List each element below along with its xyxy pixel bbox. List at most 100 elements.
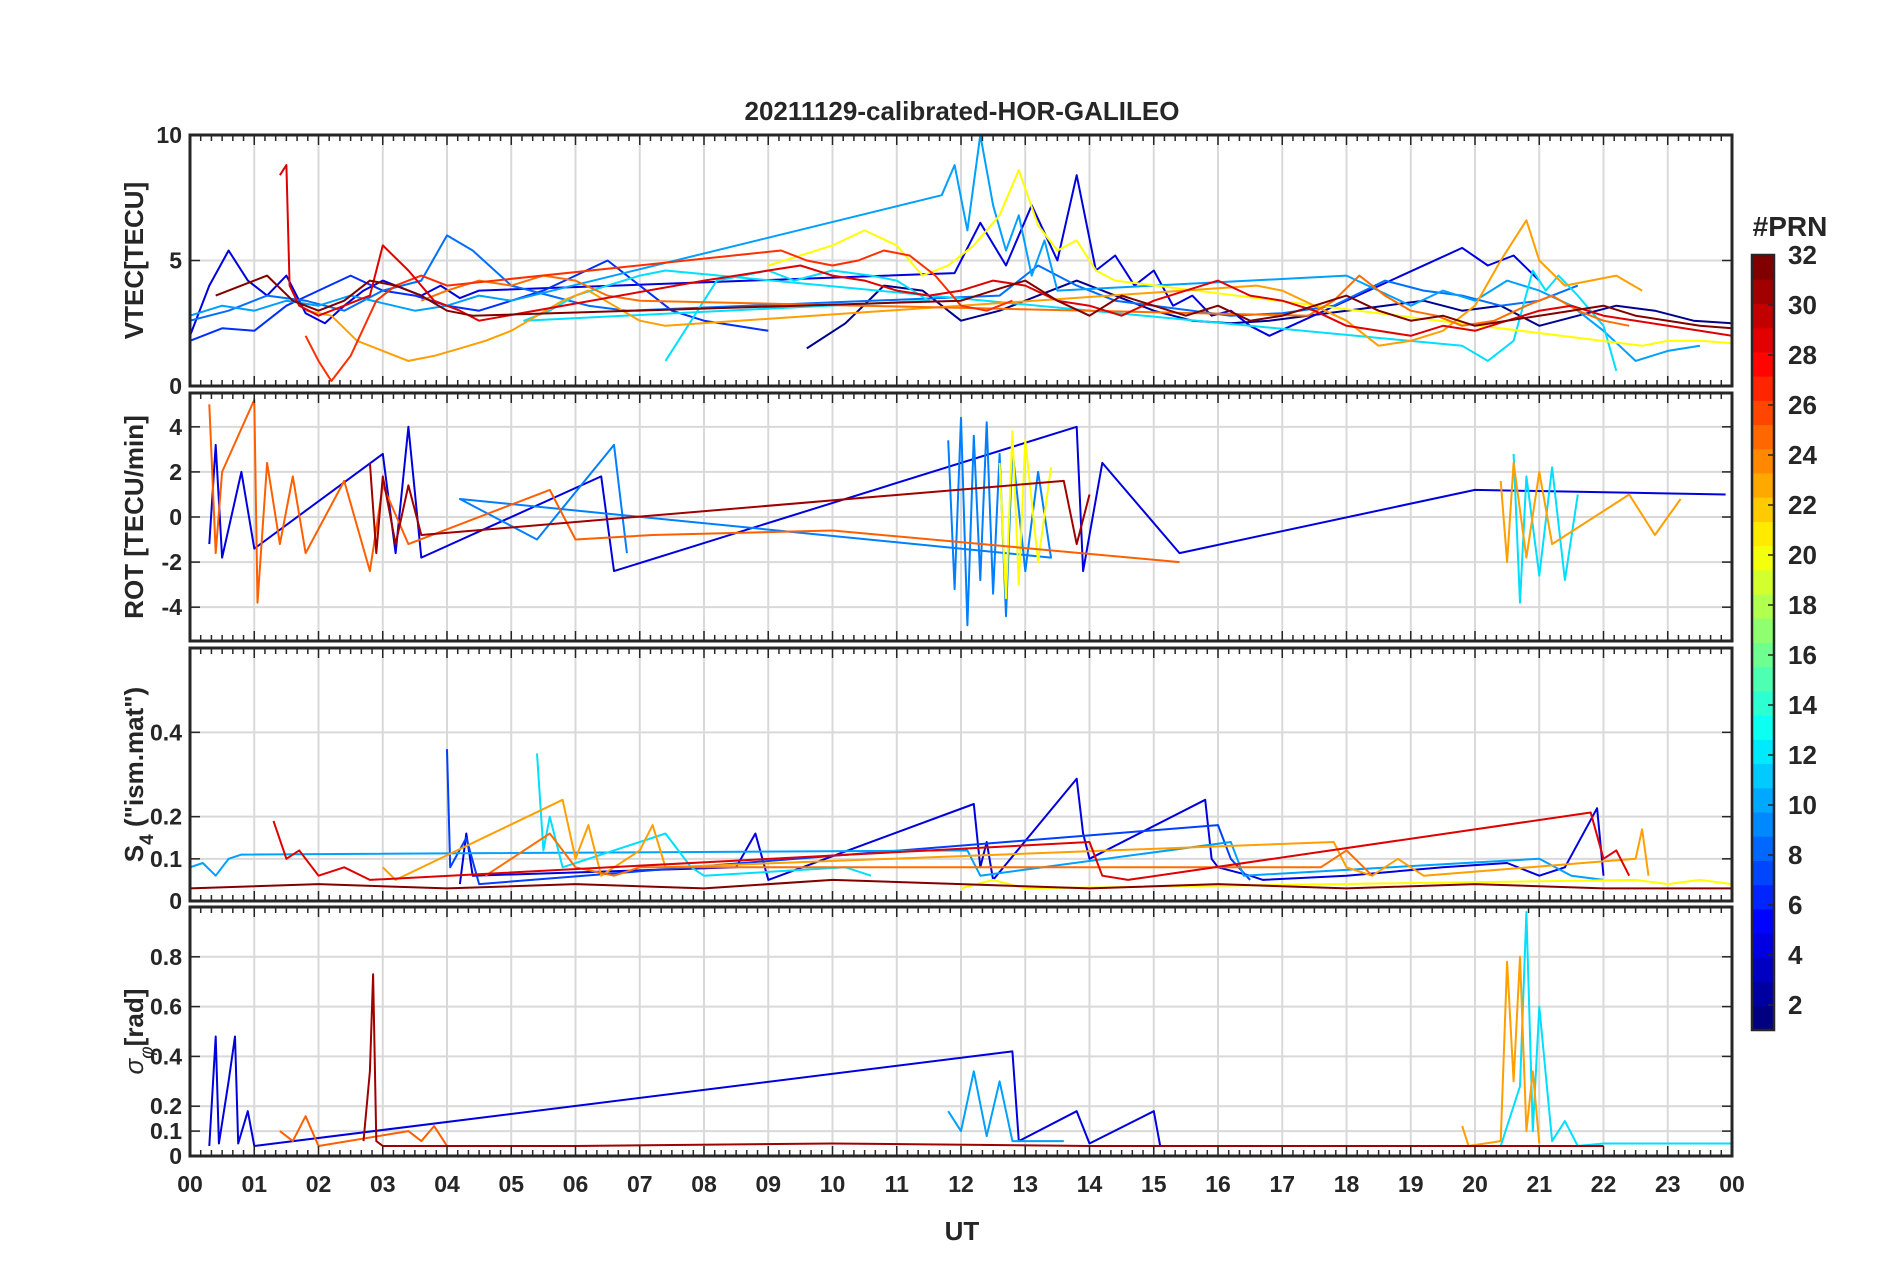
y-tick-label: 0 [169, 888, 182, 914]
x-tick-label: 22 [1591, 1171, 1617, 1197]
series-line-prn-6 [446, 749, 1251, 886]
panel-series-group [190, 749, 1732, 890]
colorbar-segment [1752, 569, 1774, 595]
colorbar-segment [1752, 860, 1774, 886]
y-axis-label: S4 ("ism.mat") [119, 687, 158, 862]
series-line-prn-30 [272, 811, 1631, 881]
y-axis-label-subscript: φ [137, 1046, 158, 1058]
colorbar-frame [1750, 253, 1776, 1032]
y-axis-label: σφ[rad] [119, 989, 158, 1075]
series-line-prn-25 [484, 832, 1373, 877]
x-tick-label: 11 [885, 1171, 910, 1197]
colorbar-segment [1752, 933, 1774, 958]
y-tick-label: 0.6 [150, 994, 182, 1020]
x-tick-label: 05 [498, 1171, 524, 1197]
panel-3: 00.10.20.4S4 ("ism.mat") [119, 646, 1734, 914]
colorbar-tick-label: 12 [1788, 740, 1817, 770]
y-tick-label: 0.2 [150, 1093, 182, 1119]
x-tick-label: 10 [820, 1171, 846, 1197]
x-axis: 00 01 02 03 04 05 06 07 08 09 10 11 12 13 14 15 16 17 18 19… [177, 1171, 1745, 1197]
colorbar-segment [1752, 618, 1774, 643]
colorbar-segment [1752, 812, 1774, 837]
series-line-prn-27 [304, 249, 1013, 382]
y-tick-label: 0.1 [150, 1118, 182, 1144]
y-tick-label: 0 [169, 373, 182, 399]
series-line-prn-3 [208, 425, 1726, 573]
series-line-prn-12 [536, 753, 872, 877]
series-line-prn-25 [420, 274, 1630, 327]
panel-frame [188, 133, 1734, 388]
y-tick-label: 0 [169, 504, 182, 530]
colorbar-tick-label: 30 [1788, 290, 1817, 320]
colorbar-segment [1752, 908, 1774, 934]
x-tick-label: 00 [1719, 1171, 1745, 1197]
x-tick-label: 00 [177, 1171, 203, 1197]
panel-1: 0 5 10 VTEC[TECU] [119, 122, 1734, 399]
x-tick-label: 13 [1012, 1171, 1038, 1197]
colorbar-segment [1752, 521, 1774, 547]
colorbar-segment [1752, 715, 1774, 740]
x-tick-label: 17 [1269, 1171, 1295, 1197]
series-line-prn-10 [190, 841, 1604, 881]
series-line-prn-20 [768, 169, 1732, 347]
colorbar-tick-label: 10 [1788, 790, 1817, 820]
colorbar-tick-label: 28 [1788, 340, 1817, 370]
y-axis-label-main: S [119, 845, 149, 862]
x-tick-label: 09 [755, 1171, 781, 1197]
colorbar-segment [1752, 666, 1774, 692]
series-line-prn-20 [998, 430, 1052, 600]
x-tick-label: 08 [691, 1171, 717, 1197]
x-tick-label: 16 [1205, 1171, 1231, 1197]
colorbar-segment [1752, 303, 1774, 329]
x-tick-label: 15 [1141, 1171, 1167, 1197]
colorbar-tick-label: 22 [1788, 490, 1817, 520]
x-tick-label: 14 [1077, 1171, 1103, 1197]
colorbar-tick-label: 4 [1788, 940, 1803, 970]
colorbar-segment [1752, 594, 1774, 619]
panel-4: 00.10.2 0.4 0.6 0.8 σφ[rad] [119, 905, 1734, 1169]
y-tick-label: 5 [169, 248, 182, 274]
y-axis-label: ROT [TECU/min] [119, 415, 149, 619]
series-line-prn-12 [1512, 453, 1579, 604]
panel-frame [188, 646, 1734, 903]
y-tick-label: 2 [169, 459, 182, 485]
y-tick-label: 0.1 [150, 846, 182, 872]
colorbar-segment [1752, 763, 1774, 789]
series-line-prn-9 [947, 1070, 1064, 1143]
series-line-prn-26 [208, 398, 1180, 604]
series-line-prn-1 [806, 279, 1732, 350]
chart-title: 20211129-calibrated-HOR-GALILEO [745, 96, 1180, 126]
x-tick-label: 20 [1462, 1171, 1488, 1197]
colorbar-segment [1752, 545, 1774, 571]
colorbar-tick-label: 8 [1788, 840, 1802, 870]
colorbar-segment [1752, 884, 1774, 910]
series-line-prn-5 [190, 259, 769, 342]
x-tick-label: 06 [563, 1171, 589, 1197]
x-axis-label: UT [945, 1216, 980, 1246]
y-tick-label: 4 [169, 414, 182, 440]
colorbar-tick-label: 26 [1788, 390, 1817, 420]
colorbar-segment [1752, 448, 1774, 474]
colorbar-label: #PRN [1753, 211, 1828, 242]
colorbar-segment [1752, 472, 1774, 498]
y-axis-label-rest: ("ism.mat") [119, 687, 149, 834]
colorbar-tick-label: 16 [1788, 640, 1817, 670]
colorbar-tick-label: 32 [1788, 240, 1817, 270]
colorbar-segment [1752, 690, 1774, 716]
series-line-prn-23 [1499, 461, 1682, 564]
colorbar-segment [1752, 739, 1774, 765]
colorbar-tick-label: 2 [1788, 990, 1802, 1020]
x-tick-label: 19 [1398, 1171, 1424, 1197]
series-line-prn-20 [960, 878, 1732, 890]
colorbar-segment [1752, 327, 1774, 353]
colorbar-segment [1752, 497, 1774, 522]
colorbar-tick-label: 24 [1788, 440, 1817, 470]
colorbar-tick-label: 14 [1788, 690, 1817, 720]
series-line-prn-12 [1499, 911, 1732, 1147]
series-line-prn-3 [458, 777, 1605, 885]
panel-frame [188, 905, 1734, 1158]
y-tick-label: 0 [169, 1143, 182, 1169]
panel-series-group [190, 135, 1732, 382]
x-tick-label: 23 [1655, 1171, 1681, 1197]
